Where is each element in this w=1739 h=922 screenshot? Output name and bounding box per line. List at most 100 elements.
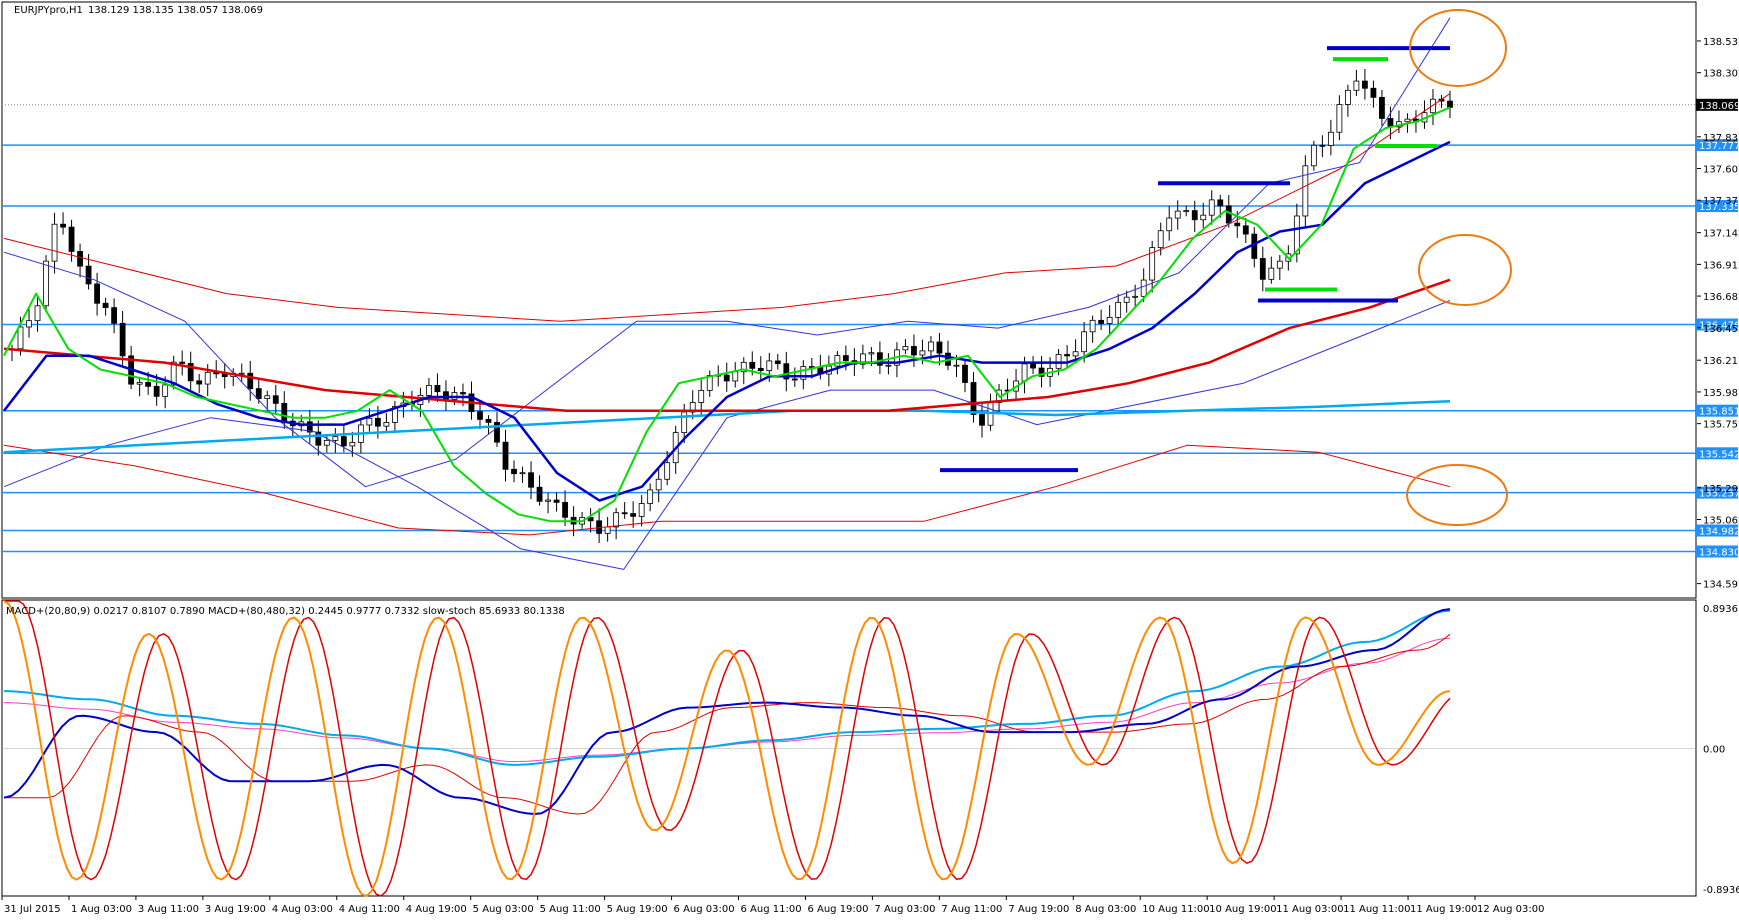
candle-body[interactable] bbox=[936, 341, 943, 354]
candle-body[interactable] bbox=[1362, 80, 1368, 89]
candle-body[interactable] bbox=[34, 305, 41, 322]
candle-body[interactable] bbox=[204, 371, 211, 385]
candle-body[interactable] bbox=[740, 361, 747, 373]
candle-body[interactable] bbox=[1293, 215, 1300, 255]
candle-body[interactable] bbox=[1132, 295, 1139, 298]
candle-body[interactable] bbox=[1183, 210, 1190, 212]
candle-body[interactable] bbox=[774, 360, 781, 365]
candle-body[interactable] bbox=[911, 346, 917, 356]
annotation-ellipse[interactable] bbox=[1409, 9, 1507, 87]
candle-body[interactable] bbox=[1098, 319, 1105, 324]
candle-body[interactable] bbox=[528, 472, 534, 488]
candle-body[interactable] bbox=[51, 223, 58, 262]
candle-body[interactable] bbox=[519, 472, 526, 475]
candle-body[interactable] bbox=[1174, 210, 1181, 219]
candle-body[interactable] bbox=[511, 468, 517, 475]
candle-body[interactable] bbox=[664, 462, 671, 480]
candle-body[interactable] bbox=[383, 422, 390, 427]
candle-body[interactable] bbox=[315, 431, 322, 446]
candle-body[interactable] bbox=[485, 418, 492, 423]
candle-body[interactable] bbox=[885, 364, 892, 367]
candle-body[interactable] bbox=[962, 364, 968, 383]
candle-body[interactable] bbox=[196, 380, 203, 385]
candle-body[interactable] bbox=[877, 352, 883, 366]
candle-body[interactable] bbox=[1208, 199, 1215, 216]
main-panel[interactable] bbox=[2, 9, 1697, 570]
candle-body[interactable] bbox=[655, 478, 662, 491]
candle-body[interactable] bbox=[26, 320, 32, 328]
candle-body[interactable] bbox=[613, 512, 620, 528]
candle-body[interactable] bbox=[1115, 301, 1122, 318]
candle-body[interactable] bbox=[630, 513, 637, 517]
candle-body[interactable] bbox=[953, 364, 960, 367]
candle-body[interactable] bbox=[1310, 144, 1317, 167]
candle-body[interactable] bbox=[1336, 104, 1343, 133]
candle-body[interactable] bbox=[60, 223, 66, 228]
candle-body[interactable] bbox=[179, 361, 186, 364]
candle-body[interactable] bbox=[94, 283, 100, 304]
candle-body[interactable] bbox=[859, 353, 866, 365]
candle-body[interactable] bbox=[970, 382, 977, 415]
candle-body[interactable] bbox=[434, 385, 441, 393]
candle-body[interactable] bbox=[111, 307, 118, 324]
candle-body[interactable] bbox=[136, 382, 143, 385]
candle-body[interactable] bbox=[1064, 354, 1071, 357]
candle-body[interactable] bbox=[1379, 96, 1385, 119]
candle-body[interactable] bbox=[545, 499, 551, 502]
candle-body[interactable] bbox=[1225, 205, 1232, 224]
candle-body[interactable] bbox=[842, 355, 849, 362]
candle-body[interactable] bbox=[587, 517, 594, 522]
candle-body[interactable] bbox=[170, 361, 177, 386]
candle-body[interactable] bbox=[1038, 367, 1045, 377]
candle-body[interactable] bbox=[1089, 319, 1096, 333]
candle-body[interactable] bbox=[1251, 233, 1258, 259]
candle-body[interactable] bbox=[1106, 316, 1113, 324]
candle-body[interactable] bbox=[272, 395, 279, 404]
candle-body[interactable] bbox=[1387, 118, 1394, 128]
candle-body[interactable] bbox=[187, 363, 194, 382]
candle-body[interactable] bbox=[1353, 80, 1360, 91]
candle-body[interactable] bbox=[621, 512, 628, 515]
candle-body[interactable] bbox=[247, 372, 254, 390]
candle-body[interactable] bbox=[1217, 199, 1224, 207]
candle-body[interactable] bbox=[766, 360, 773, 372]
candle-body[interactable] bbox=[1327, 131, 1334, 146]
candle-body[interactable] bbox=[332, 436, 339, 441]
candle-body[interactable] bbox=[255, 388, 262, 399]
candle-body[interactable] bbox=[638, 503, 645, 517]
candle-body[interactable] bbox=[1447, 100, 1453, 108]
candle-body[interactable] bbox=[502, 441, 509, 470]
candle-body[interactable] bbox=[783, 363, 790, 380]
candle-body[interactable] bbox=[391, 406, 398, 423]
annotation-ellipse[interactable] bbox=[1418, 234, 1512, 306]
candle-body[interactable] bbox=[119, 322, 126, 357]
annotation-ellipse[interactable] bbox=[1406, 464, 1508, 526]
candle-body[interactable] bbox=[1302, 165, 1309, 217]
candle-body[interactable] bbox=[1344, 89, 1351, 105]
candle-body[interactable] bbox=[979, 414, 985, 426]
candle-body[interactable] bbox=[732, 371, 739, 382]
candle-body[interactable] bbox=[306, 421, 313, 433]
candle-body[interactable] bbox=[681, 411, 688, 434]
candle-body[interactable] bbox=[791, 378, 798, 381]
candle-body[interactable] bbox=[647, 489, 654, 504]
candle-body[interactable] bbox=[1123, 296, 1130, 303]
candle-body[interactable] bbox=[102, 302, 109, 309]
candle-body[interactable] bbox=[153, 385, 160, 397]
candle-body[interactable] bbox=[1370, 87, 1377, 98]
candle-body[interactable] bbox=[374, 417, 381, 427]
candle-body[interactable] bbox=[1166, 217, 1173, 232]
candle-body[interactable] bbox=[1276, 260, 1283, 269]
candle-body[interactable] bbox=[1242, 225, 1249, 235]
candle-body[interactable] bbox=[1072, 351, 1079, 357]
candle-body[interactable] bbox=[928, 341, 934, 352]
candle-body[interactable] bbox=[1157, 230, 1164, 249]
candle-body[interactable] bbox=[366, 417, 373, 426]
candle-body[interactable] bbox=[1319, 144, 1326, 147]
candle-body[interactable] bbox=[426, 385, 432, 396]
candle-body[interactable] bbox=[553, 499, 560, 503]
candle-body[interactable] bbox=[340, 436, 347, 447]
candle-body[interactable] bbox=[919, 350, 926, 356]
